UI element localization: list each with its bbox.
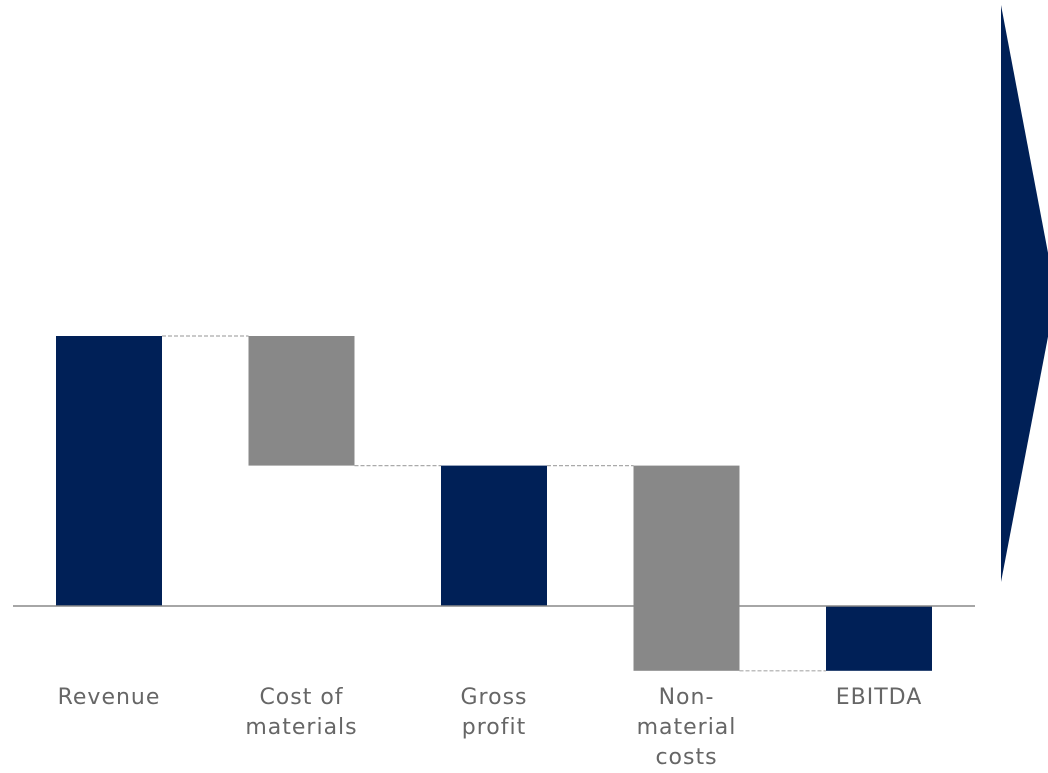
- category-label: Revenue: [57, 685, 161, 710]
- bar-5: [826, 606, 932, 671]
- bar-4: [633, 465, 740, 671]
- next-arrow-icon: [1001, 5, 1048, 582]
- category-label: Cost of materials: [245, 685, 358, 740]
- category-label: Gross profit: [460, 685, 528, 740]
- bars: [56, 336, 932, 671]
- bar-3: [441, 465, 547, 606]
- category-label: EBITDA: [835, 685, 923, 710]
- bar-1: [56, 336, 162, 606]
- category-label: Non-material costs: [636, 685, 737, 770]
- bar-2: [248, 336, 355, 466]
- connector-lines: [162, 335, 826, 672]
- waterfall-chart: [13, 5, 1048, 672]
